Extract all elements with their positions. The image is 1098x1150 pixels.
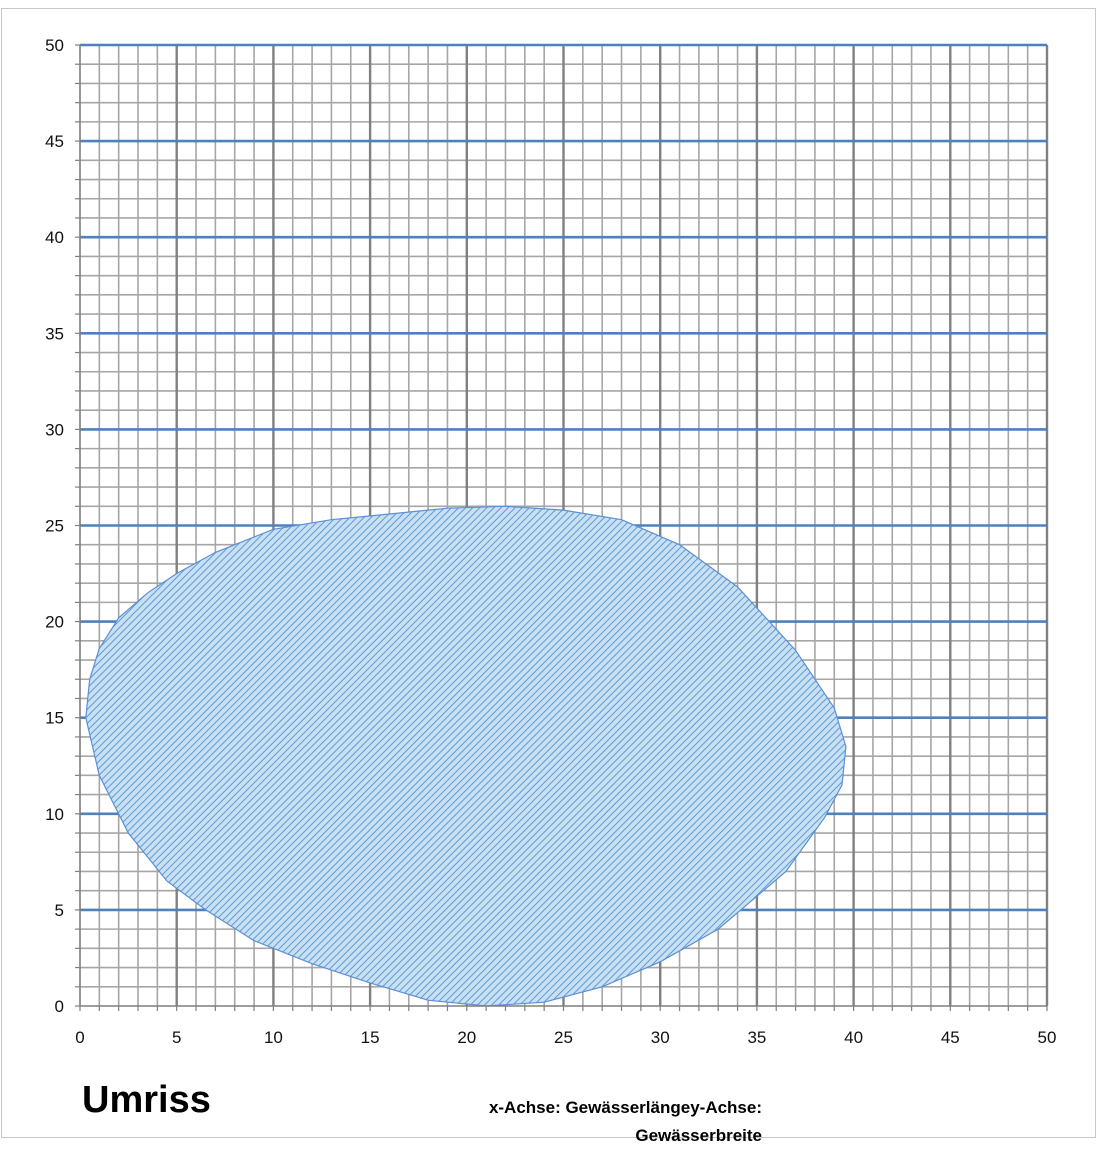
- y-tick-label: 35: [45, 324, 64, 343]
- x-tick-label: 15: [361, 1028, 380, 1047]
- x-tick-label: 5: [172, 1028, 181, 1047]
- y-tick-label: 0: [55, 997, 64, 1016]
- area-layer: [85, 505, 847, 1007]
- x-tick-label: 30: [651, 1028, 670, 1047]
- x-tick-label: 0: [75, 1028, 84, 1047]
- axes: 0 5 10 15 20 25 30 35 40 45 50 0 5 10 15 20 25 30 35 40 45 50: [45, 36, 1056, 1047]
- y-tick-label: 25: [45, 517, 64, 536]
- y-tick-label: 50: [45, 36, 64, 55]
- y-tick-label: 5: [55, 901, 64, 920]
- x-tick-label: 50: [1038, 1028, 1057, 1047]
- x-tick-label: 40: [844, 1028, 863, 1047]
- x-tick-label: 35: [747, 1028, 766, 1047]
- series-area-0: [85, 505, 847, 1007]
- y-tick-label: 30: [45, 420, 64, 439]
- y-tick-label: 10: [45, 805, 64, 824]
- y-tick-label: 40: [45, 228, 64, 247]
- x-tick-label: 20: [457, 1028, 476, 1047]
- x-tick-label: 10: [264, 1028, 283, 1047]
- chart-frame: 0 5 10 15 20 25 30 35 40 45 50 0 5 10 15 20 25 30 35 40 45 50…: [1, 8, 1096, 1145]
- chart-plot: 0 5 10 15 20 25 30 35 40 45 50 0 5 10 15 20 25 30 35 40 45 50: [45, 36, 1056, 1047]
- axis-caption: x-Achse: Gewässerlängey-Achse: Gewässerb…: [488, 1098, 762, 1145]
- y-tick-label: 15: [45, 709, 64, 728]
- y-tick-label: 20: [45, 613, 64, 632]
- chart-title: Umriss: [82, 1079, 211, 1121]
- x-tick-label: 45: [941, 1028, 960, 1047]
- y-tick-label: 45: [45, 132, 64, 151]
- x-tick-label: 25: [554, 1028, 573, 1047]
